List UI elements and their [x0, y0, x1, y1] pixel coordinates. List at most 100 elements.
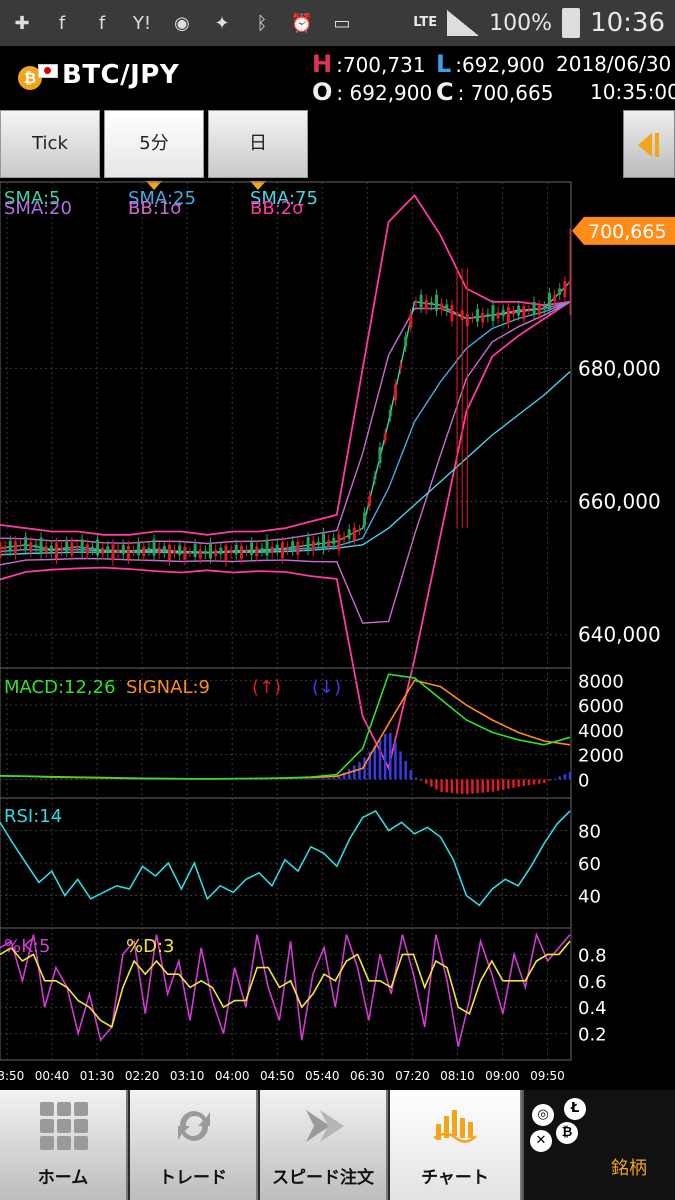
- candle-body: [399, 365, 403, 369]
- candle-body: [209, 542, 213, 559]
- candle-body: [265, 539, 269, 556]
- japan-flag-icon: [38, 64, 58, 78]
- tab-tick[interactable]: Tick: [0, 110, 100, 178]
- candle-body: [450, 305, 454, 322]
- x-axis-tick: 06:30: [350, 1069, 385, 1083]
- candle-body: [491, 305, 495, 322]
- x-axis-tick: 09:50: [530, 1069, 565, 1083]
- macd-ytick: 6000: [578, 696, 624, 717]
- candle-body: [90, 546, 94, 550]
- candle-body: [322, 533, 326, 550]
- candle-body: [8, 540, 12, 551]
- lte-icon: LTE: [413, 15, 438, 30]
- candle-body: [198, 548, 202, 559]
- line-icon: ◉: [174, 12, 190, 34]
- candle-body: [424, 299, 428, 310]
- alarm-icon: ⏰: [290, 12, 314, 34]
- timeframe-tabs: Tick 5分 日: [0, 106, 675, 190]
- arrow-left-icon: [638, 133, 652, 157]
- macd-ytick: 0: [578, 770, 589, 791]
- tab-5min-label: 5分: [139, 133, 169, 154]
- nav-trade-button[interactable]: トレード: [130, 1090, 258, 1200]
- sma5-line: [0, 281, 571, 554]
- candle-body: [404, 336, 408, 347]
- candle-body: [75, 546, 79, 548]
- collapse-panel-button[interactable]: [623, 110, 675, 178]
- candle-body: [270, 546, 274, 554]
- candle-body: [188, 551, 192, 553]
- nav-speed-order-button[interactable]: スピード注文: [260, 1090, 388, 1200]
- candle-body: [419, 294, 423, 308]
- candle-body: [332, 537, 336, 545]
- candle-body: [378, 447, 382, 464]
- tab-day-label: 日: [249, 133, 267, 154]
- x-axis-tick: 07:20: [395, 1069, 430, 1083]
- stoch-k-legend: %K:5: [4, 936, 50, 957]
- candle-body: [70, 542, 74, 556]
- candle-body: [460, 310, 464, 320]
- candle-body: [54, 543, 58, 560]
- candle-body: [275, 544, 279, 552]
- x-axis-tick: 00:40: [35, 1069, 70, 1083]
- candle-body: [465, 313, 469, 327]
- bluetooth-icon: ᛒ: [256, 12, 268, 34]
- candle-body: [132, 550, 136, 552]
- candle-body: [409, 314, 413, 328]
- stoch-d-line: [0, 940, 571, 1029]
- candle-body: [280, 542, 284, 559]
- candle-body: [568, 280, 572, 284]
- open-label: O: [312, 78, 333, 106]
- high-label: H: [312, 50, 333, 78]
- candle-body: [24, 536, 28, 550]
- notification-icons: ✚ f f Y! ◉ ✦ ᛒ ⏰ ▭: [8, 9, 356, 37]
- current-price-label: 700,665: [588, 221, 667, 243]
- macd-line: [0, 673, 571, 780]
- bb1-upper-line: [0, 301, 571, 545]
- candle-body: [445, 304, 449, 311]
- rsi-ytick: 80: [578, 822, 601, 843]
- candle-body: [203, 550, 207, 554]
- candle-body: [537, 305, 541, 316]
- stoch-d-legend: %D:3: [126, 936, 174, 957]
- candle-body: [363, 512, 367, 526]
- time: 10:35:00: [590, 80, 675, 104]
- candle-body: [137, 542, 141, 556]
- candle-body: [157, 547, 161, 554]
- candle-body: [255, 546, 259, 557]
- nav-brand-button[interactable]: ◎ Ł ✕ ₿ 銘柄: [522, 1090, 675, 1200]
- pair-title[interactable]: BTC/JPY: [62, 60, 180, 90]
- rsi-line: [0, 809, 571, 907]
- price-ytick: 680,000: [578, 356, 661, 380]
- candle-body: [183, 546, 187, 560]
- candle-body: [96, 539, 100, 556]
- candle-body: [501, 309, 505, 317]
- tab-5min[interactable]: 5分: [104, 110, 204, 190]
- candle-body: [306, 537, 310, 550]
- price-chart[interactable]: 680,000 660,000 640,000 SMA:5 SMA:25 SMA:75 SM…: [0, 0, 675, 1090]
- x-axis-tick: 09:00: [485, 1069, 520, 1083]
- x-axis-tick: 04:00: [215, 1069, 250, 1083]
- signal-icon: [447, 10, 480, 36]
- candle-body: [388, 410, 392, 417]
- rsi-ytick: 60: [578, 854, 601, 875]
- nav-home-button[interactable]: ホーム: [0, 1090, 128, 1200]
- nav-chart-button[interactable]: チャート: [390, 1090, 522, 1200]
- current-price-tag: [572, 216, 675, 245]
- candle-body: [383, 433, 387, 441]
- candle-body: [13, 541, 17, 555]
- candle-body: [244, 550, 248, 552]
- candle-body: [224, 545, 228, 562]
- ripple-icon: ✕: [530, 1130, 552, 1152]
- candle-body: [496, 312, 500, 319]
- candle-body: [239, 545, 243, 559]
- candle-body: [368, 495, 372, 506]
- candle-body: [440, 303, 444, 310]
- low-value: L:692,900: [436, 50, 545, 78]
- candle-body: [301, 545, 305, 547]
- stoch-panel-frame: [0, 927, 572, 1061]
- candle-body: [542, 306, 546, 310]
- tab-day[interactable]: 日: [208, 110, 308, 190]
- candle-body: [512, 311, 516, 315]
- close-value: C: 700,665: [436, 78, 554, 106]
- candle-body: [434, 294, 438, 311]
